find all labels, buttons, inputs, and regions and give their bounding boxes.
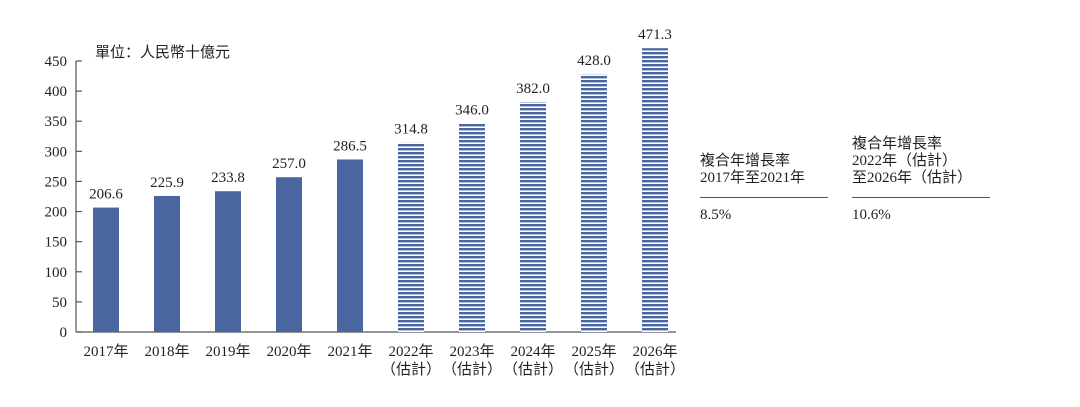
bar-value-label: 206.6 <box>89 187 123 203</box>
x-tick-label: 2018年 <box>144 343 189 360</box>
bar-actual <box>337 159 363 332</box>
y-tick-label: 250 <box>45 174 68 190</box>
x-tick-label: 2020年 <box>266 343 311 360</box>
cagr-value: 10.6% <box>852 207 891 223</box>
unit-label: 單位：人民幣十億元 <box>95 44 230 61</box>
bar-value-label: 428.0 <box>577 53 611 69</box>
y-tick-label: 200 <box>45 205 68 221</box>
x-tick-label: 2025年 <box>571 343 616 360</box>
bar-value-label: 233.8 <box>211 170 245 186</box>
bar-estimated <box>459 123 485 333</box>
x-tick-label: 2021年 <box>327 343 372 360</box>
cagr-block-historical: 複合年增長率 2017年至2021年 8.5% <box>700 153 828 224</box>
bar-estimated <box>398 142 424 332</box>
bar-actual <box>215 191 241 332</box>
x-tick-label: 2017年 <box>83 343 128 360</box>
cagr-value: 8.5% <box>700 207 732 223</box>
divider <box>700 197 828 198</box>
bar-value-label: 225.9 <box>150 175 184 191</box>
bar-estimated <box>520 101 546 332</box>
x-tick-label: 2019年 <box>205 343 250 360</box>
bar-value-label: 257.0 <box>272 156 306 172</box>
bar-actual <box>93 207 119 332</box>
x-axis-labels: 2017年 2018年 2019年 2020年 2021年 2022年（估計）2023年（… <box>83 343 685 378</box>
bar-estimated <box>581 74 607 332</box>
bar-value-label: 471.3 <box>638 27 672 43</box>
x-tick-label: （估計） <box>381 361 441 378</box>
y-tick-label: 0 <box>60 325 68 341</box>
bar-estimated <box>642 48 668 332</box>
bars: 206.6 225.9 233.8 257.0 286.5 314.8 346.0 382.0… <box>89 27 672 333</box>
bar-value-label: 314.8 <box>394 121 428 137</box>
x-tick-label: 2026年 <box>632 343 677 360</box>
y-tick-label: 50 <box>52 295 67 311</box>
bar-value-label: 286.5 <box>333 138 367 154</box>
x-tick-label: 2024年 <box>510 343 555 360</box>
y-tick-label: 450 <box>45 54 68 70</box>
y-tick-label: 350 <box>45 114 68 130</box>
bar-actual <box>276 177 302 332</box>
y-tick-label: 100 <box>45 265 68 281</box>
y-tick-label: 400 <box>45 84 68 100</box>
bar-value-label: 346.0 <box>455 103 489 119</box>
cagr-header: 複合年增長率 2017年至2021年 <box>700 153 806 186</box>
x-tick-label: （估計） <box>564 361 624 378</box>
y-tick-label: 150 <box>45 235 68 251</box>
bar-value-label: 382.0 <box>516 81 550 97</box>
divider <box>852 197 990 198</box>
y-tick-label: 300 <box>45 144 68 160</box>
y-axis: 0 50 100 150 200 250 300 350 400 450 <box>45 54 676 341</box>
x-tick-label: （估計） <box>625 361 685 378</box>
bar-actual <box>154 195 180 332</box>
cagr-block-forecast: 複合年增長率 2022年（估計） 至2026年（估計） 10.6% <box>852 136 990 224</box>
cagr-header: 複合年增長率 2022年（估計） 至2026年（估計） <box>852 136 973 186</box>
x-tick-label: 2022年 <box>388 343 433 360</box>
x-tick-label: 2023年 <box>449 343 494 360</box>
x-tick-label: （估計） <box>442 361 502 378</box>
x-tick-label: （估計） <box>503 361 563 378</box>
